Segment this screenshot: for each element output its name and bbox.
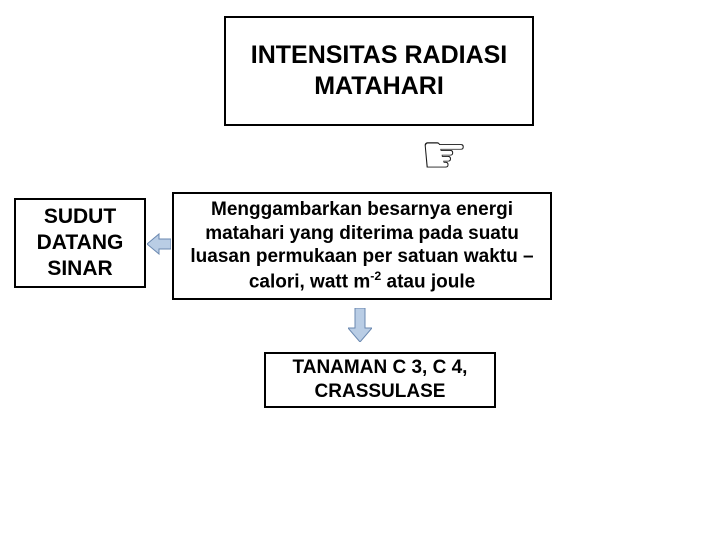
bottom-box: TANAMAN C 3, C 4, CRASSULASE bbox=[264, 352, 496, 408]
left-box: SUDUT DATANG SINAR bbox=[14, 198, 146, 288]
arrow-left-icon bbox=[147, 232, 171, 256]
arrow-down-icon bbox=[348, 308, 372, 342]
description-text: Menggambarkan besarnya energi matahari y… bbox=[190, 198, 533, 294]
bottom-box-text: TANAMAN C 3, C 4, CRASSULASE bbox=[276, 356, 484, 404]
left-box-text: SUDUT DATANG SINAR bbox=[26, 204, 134, 283]
title-box: INTENSITAS RADIASI MATAHARI bbox=[224, 16, 534, 126]
title-text: INTENSITAS RADIASI MATAHARI bbox=[236, 40, 522, 103]
pointing-hand-icon: ☞ bbox=[420, 128, 468, 182]
description-box: Menggambarkan besarnya energi matahari y… bbox=[172, 192, 552, 300]
